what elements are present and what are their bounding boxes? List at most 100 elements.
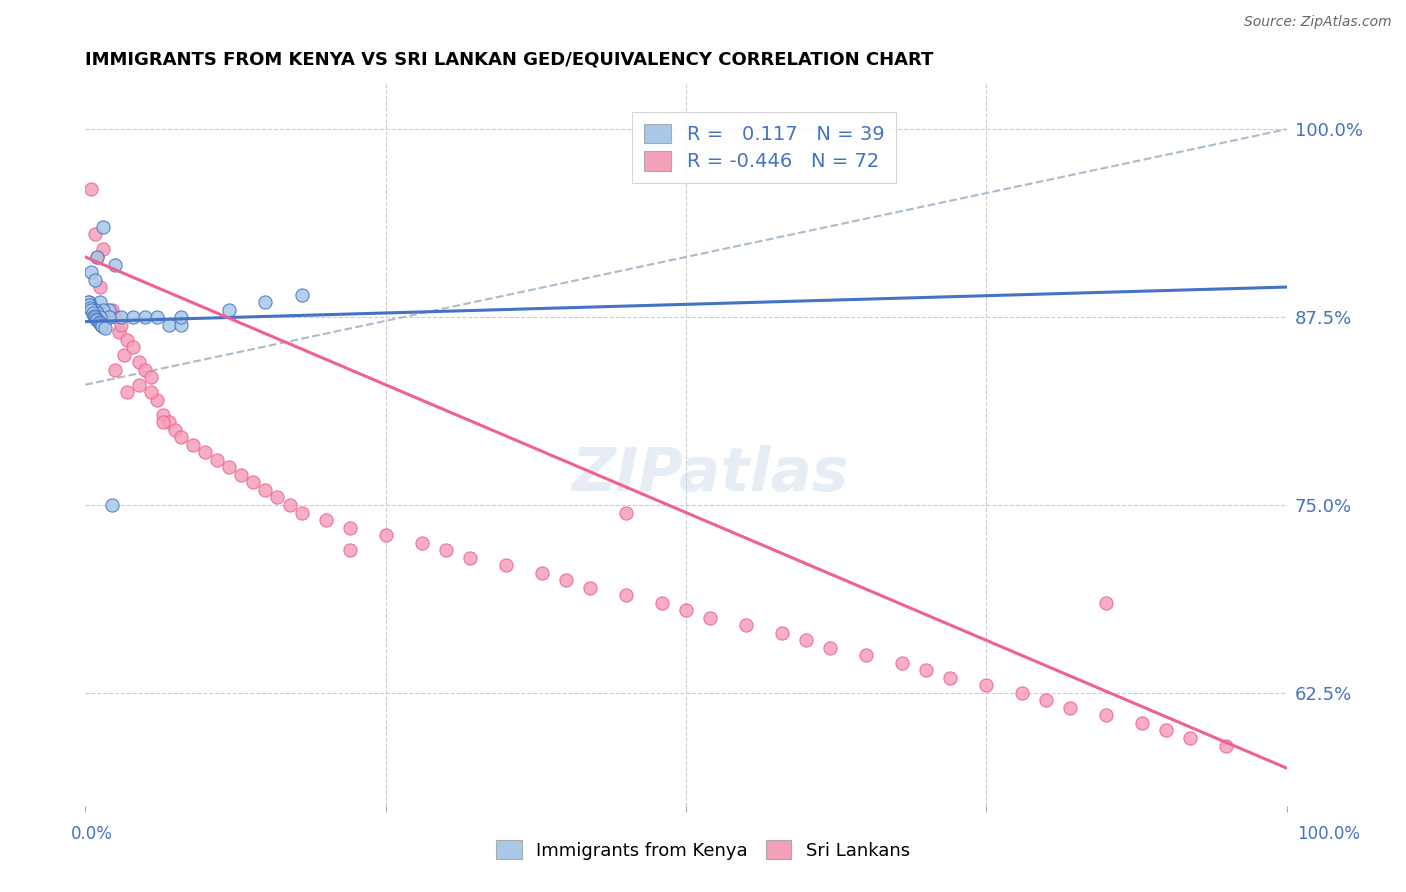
Point — [110, 318, 132, 332]
Point — [93, 320, 115, 334]
Point — [254, 483, 277, 497]
Point — [339, 520, 361, 534]
Point — [794, 633, 817, 648]
Point — [86, 313, 108, 327]
Point — [90, 318, 112, 332]
Point — [218, 302, 240, 317]
Point — [77, 298, 100, 312]
Point — [675, 603, 697, 617]
Point — [818, 640, 841, 655]
Point — [434, 543, 457, 558]
Text: Source: ZipAtlas.com: Source: ZipAtlas.com — [1244, 15, 1392, 29]
Point — [83, 309, 105, 323]
Point — [242, 475, 264, 490]
Point — [96, 302, 118, 317]
Text: 100.0%: 100.0% — [1298, 825, 1360, 843]
Point — [146, 310, 169, 325]
Point — [254, 295, 277, 310]
Point — [170, 430, 193, 444]
Point — [1095, 596, 1118, 610]
Point — [117, 385, 139, 400]
Point — [152, 415, 174, 429]
Point — [77, 295, 100, 310]
Point — [170, 310, 193, 325]
Point — [87, 315, 110, 329]
Point — [1035, 693, 1057, 707]
Point — [84, 227, 107, 242]
Point — [122, 340, 145, 354]
Point — [89, 310, 111, 325]
Point — [891, 656, 914, 670]
Point — [218, 460, 240, 475]
Point — [84, 310, 107, 325]
Point — [86, 250, 108, 264]
Point — [89, 316, 111, 330]
Point — [108, 325, 131, 339]
Point — [112, 348, 135, 362]
Point — [82, 305, 104, 319]
Point — [80, 300, 103, 314]
Point — [91, 219, 114, 234]
Point — [98, 310, 121, 325]
Point — [76, 295, 98, 310]
Point — [104, 258, 127, 272]
Point — [80, 302, 103, 317]
Point — [315, 513, 337, 527]
Point — [579, 581, 602, 595]
Point — [735, 618, 758, 632]
Point — [290, 287, 312, 301]
Point — [122, 310, 145, 325]
Point — [157, 318, 180, 332]
Point — [339, 543, 361, 558]
Point — [170, 318, 193, 332]
Point — [84, 311, 107, 326]
Point — [1132, 716, 1154, 731]
Point — [86, 305, 108, 319]
Point — [98, 302, 121, 317]
Point — [128, 355, 150, 369]
Point — [134, 362, 156, 376]
Point — [98, 310, 121, 325]
Point — [530, 566, 553, 580]
Point — [1215, 739, 1237, 753]
Point — [290, 506, 312, 520]
Point — [84, 272, 107, 286]
Point — [110, 310, 132, 325]
Point — [915, 664, 938, 678]
Point — [458, 550, 481, 565]
Point — [100, 302, 122, 317]
Point — [80, 265, 103, 279]
Point — [651, 596, 673, 610]
Point — [939, 671, 962, 685]
Point — [146, 392, 169, 407]
Text: 0.0%: 0.0% — [70, 825, 112, 843]
Point — [770, 625, 793, 640]
Point — [266, 491, 288, 505]
Point — [89, 280, 111, 294]
Point — [374, 528, 396, 542]
Point — [554, 573, 576, 587]
Point — [699, 611, 721, 625]
Point — [614, 588, 637, 602]
Point — [165, 423, 187, 437]
Point — [157, 415, 180, 429]
Point — [80, 182, 103, 196]
Text: ZIPatlas: ZIPatlas — [571, 445, 848, 505]
Point — [91, 302, 114, 317]
Point — [117, 333, 139, 347]
Point — [207, 453, 229, 467]
Point — [411, 535, 433, 549]
Point — [141, 370, 163, 384]
Point — [1156, 723, 1178, 738]
Legend: Immigrants from Kenya, Sri Lankans: Immigrants from Kenya, Sri Lankans — [489, 833, 917, 867]
Point — [231, 467, 253, 482]
Point — [91, 243, 114, 257]
Point — [1011, 686, 1033, 700]
Point — [79, 301, 101, 315]
Point — [974, 678, 997, 692]
Legend: R =   0.117   N = 39, R = -0.446   N = 72: R = 0.117 N = 39, R = -0.446 N = 72 — [633, 112, 896, 183]
Point — [1180, 731, 1202, 745]
Point — [495, 558, 517, 573]
Point — [134, 310, 156, 325]
Point — [183, 438, 205, 452]
